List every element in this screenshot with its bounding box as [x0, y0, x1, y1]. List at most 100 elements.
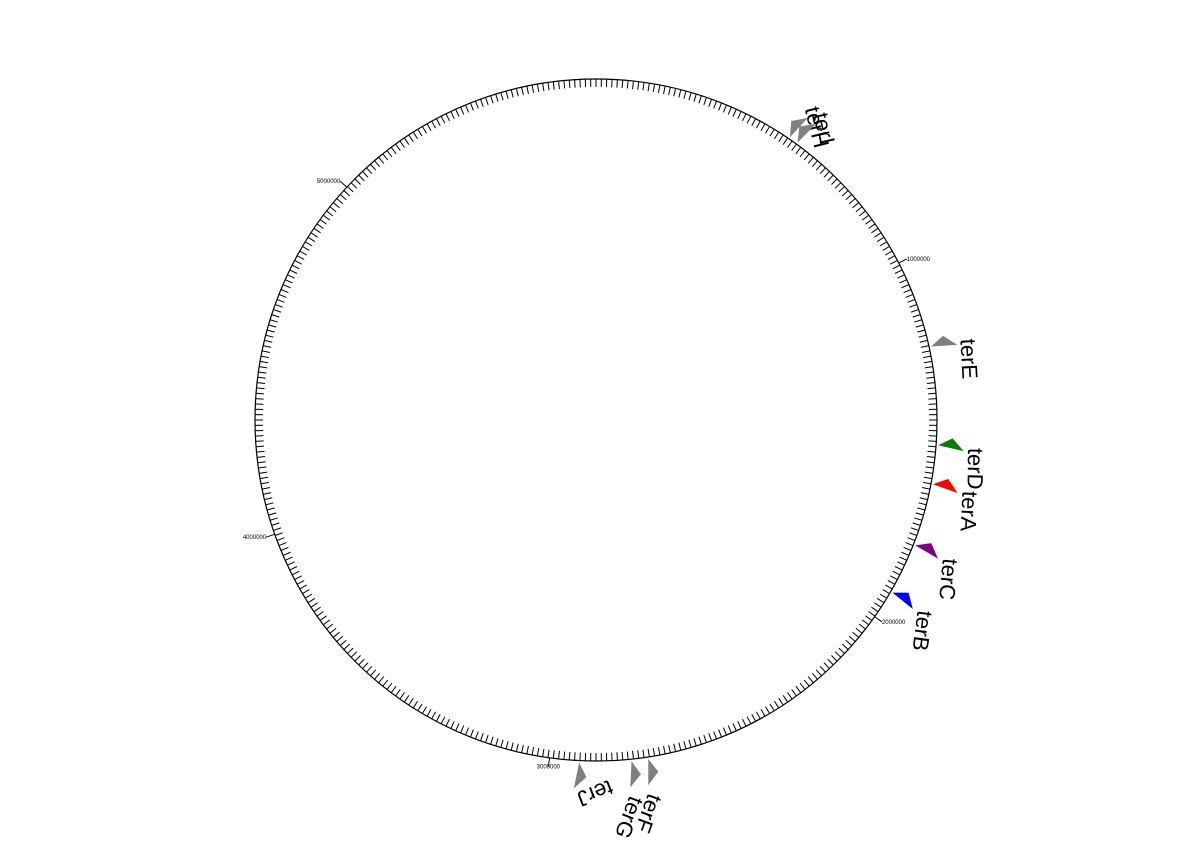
- tick-mark: [683, 741, 687, 750]
- tick-mark: [526, 745, 529, 755]
- tick-mark: [923, 355, 932, 359]
- tick-mark: [917, 507, 926, 511]
- tick-mark: [868, 223, 876, 229]
- tick-mark: [265, 334, 274, 338]
- tick-mark: [310, 602, 318, 608]
- tick-mark: [819, 167, 826, 175]
- tick-mark: [663, 85, 666, 95]
- tick-mark: [257, 382, 266, 384]
- tick-mark: [927, 392, 936, 395]
- tick-mark: [907, 537, 916, 542]
- tick-mark: [887, 255, 896, 261]
- tick-mark: [343, 643, 351, 650]
- tick-mark: [445, 718, 450, 727]
- tick-mark: [350, 651, 358, 658]
- tick-mark: [807, 676, 814, 684]
- tick-mark: [558, 750, 560, 759]
- tick-mark: [683, 90, 687, 99]
- tick-mark: [329, 627, 337, 634]
- tick-mark: [362, 662, 369, 669]
- ter-site-marker-terE: [931, 335, 958, 347]
- tick-mark: [362, 171, 369, 178]
- tick-mark: [390, 685, 397, 693]
- tick-mark: [490, 736, 494, 745]
- tick-mark: [722, 727, 727, 736]
- tick-mark: [858, 623, 866, 630]
- tick-mark: [663, 745, 666, 755]
- tick-mark: [435, 118, 441, 126]
- tick-mark: [510, 89, 514, 98]
- tick-mark: [799, 150, 806, 158]
- tick-mark: [323, 214, 331, 221]
- tick-mark: [259, 476, 269, 480]
- tick-mark: [912, 314, 921, 318]
- tick-mark: [274, 304, 283, 308]
- major-tick: [898, 258, 907, 264]
- tick-mark: [505, 741, 509, 750]
- tick-mark: [510, 742, 514, 751]
- tick-mark: [885, 584, 893, 590]
- tick-mark: [285, 279, 293, 284]
- tick-mark: [395, 689, 401, 697]
- tick-mark: [899, 556, 907, 561]
- tick-mark: [403, 695, 410, 703]
- tick-mark: [536, 747, 540, 757]
- tick-mark: [879, 593, 888, 599]
- ter-site-marker-terB: [892, 592, 913, 610]
- tick-mark: [925, 466, 934, 469]
- tick-mark: [827, 658, 834, 666]
- tick-mark: [440, 716, 446, 725]
- tick-mark: [470, 102, 474, 111]
- tick-mark: [698, 736, 702, 745]
- tick-mark: [278, 542, 287, 546]
- tick-mark: [673, 743, 677, 752]
- tick-mark: [285, 556, 293, 561]
- tick-mark: [890, 259, 898, 265]
- tick-mark: [485, 97, 489, 106]
- ter-site-marker-terD: [938, 438, 964, 452]
- tick-mark: [259, 471, 268, 474]
- tick-mark: [256, 445, 265, 448]
- tick-mark: [426, 709, 432, 717]
- tick-mark: [928, 398, 937, 400]
- tick-mark: [558, 81, 560, 90]
- tick-mark: [718, 729, 722, 738]
- tick-mark: [460, 725, 465, 734]
- tick-mark: [923, 360, 933, 364]
- tick-mark: [460, 106, 465, 115]
- ter-site-label-terD: terD: [962, 448, 988, 490]
- tick-mark: [417, 128, 423, 137]
- tick-mark: [435, 714, 441, 722]
- tick-mark: [336, 635, 344, 642]
- ter-site-marker-terH: [789, 117, 808, 138]
- tick-mark: [291, 264, 300, 270]
- tick-mark: [616, 752, 618, 761]
- tick-mark: [294, 575, 302, 581]
- tick-mark: [263, 345, 272, 348]
- tick-mark: [316, 611, 324, 617]
- tick-mark: [521, 87, 524, 96]
- tick-mark: [787, 692, 793, 700]
- tick-mark: [280, 546, 289, 551]
- tick-mark: [909, 304, 918, 308]
- tick-mark: [257, 376, 266, 379]
- tick-mark: [440, 115, 446, 124]
- tick-mark: [276, 537, 285, 542]
- tick-mark: [778, 698, 784, 706]
- tick-mark: [919, 497, 928, 501]
- tick-mark: [465, 104, 470, 113]
- tick-mark: [282, 551, 291, 556]
- tick-mark: [668, 87, 671, 96]
- tick-mark: [313, 227, 321, 234]
- tick-mark: [637, 750, 640, 759]
- tick-mark: [547, 749, 550, 758]
- tick-mark: [294, 259, 302, 265]
- tick-mark: [897, 274, 905, 279]
- tick-mark: [421, 126, 427, 134]
- tick-mark: [698, 95, 702, 104]
- tick-mark: [370, 669, 377, 677]
- tick-mark: [399, 140, 405, 148]
- tick-mark: [621, 751, 624, 760]
- tick-mark: [259, 360, 269, 364]
- tick-mark: [909, 532, 918, 536]
